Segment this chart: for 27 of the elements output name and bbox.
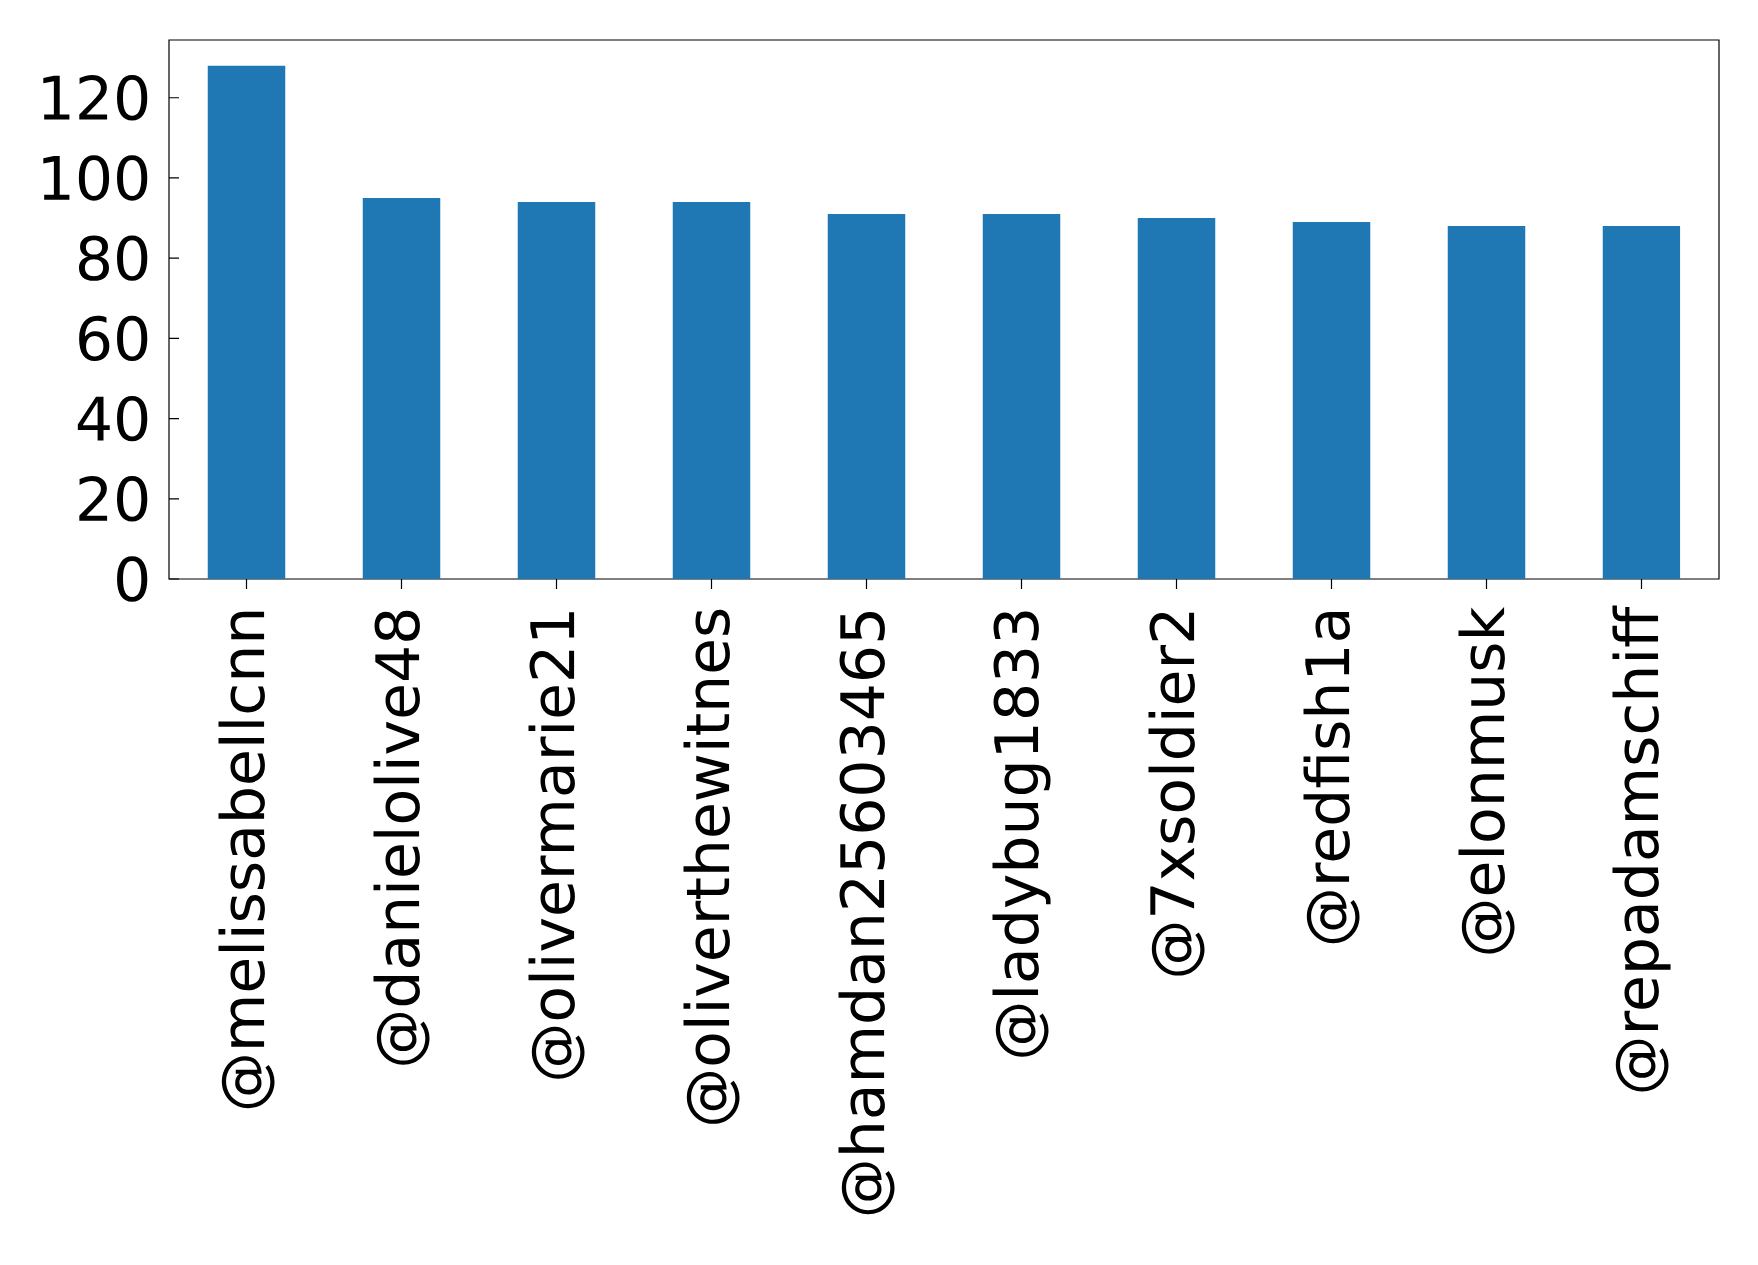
bar xyxy=(982,214,1061,579)
bar xyxy=(1447,226,1526,579)
x-tick-label: @olivermarie21 xyxy=(528,612,585,1079)
bar xyxy=(207,65,286,579)
y-tick-label: 80 xyxy=(79,235,148,281)
x-tick-label: @elonmusk xyxy=(1458,606,1515,954)
y-tick-label: 120 xyxy=(43,75,148,121)
y-tick-label: 20 xyxy=(79,476,148,522)
x-tick-label: @danielolive48 xyxy=(373,610,430,1065)
x-tick-label: @7xsoldier2 xyxy=(1148,612,1205,976)
bar xyxy=(672,202,751,579)
x-tick-label: @hamdan25603465 xyxy=(838,612,895,1215)
y-tick-label: 40 xyxy=(77,395,148,442)
y-tick-label: 0 xyxy=(117,556,148,602)
bar xyxy=(827,214,906,579)
bar xyxy=(1602,226,1681,579)
bar xyxy=(362,198,441,579)
x-tick-label: @oliverthewitnes xyxy=(683,609,740,1124)
x-tick-label: @repadamschiff xyxy=(1612,605,1671,1092)
x-tick-label: @ladybug1833 xyxy=(992,611,1051,1057)
bar xyxy=(1137,218,1216,579)
x-tick-label: @redfish1a xyxy=(1303,612,1360,944)
bar xyxy=(1292,222,1371,579)
y-tick-label: 100 xyxy=(43,155,148,201)
bar xyxy=(517,202,596,579)
x-tick-label: @melissabellcnn xyxy=(218,611,275,1109)
y-tick-label: 60 xyxy=(79,315,148,362)
